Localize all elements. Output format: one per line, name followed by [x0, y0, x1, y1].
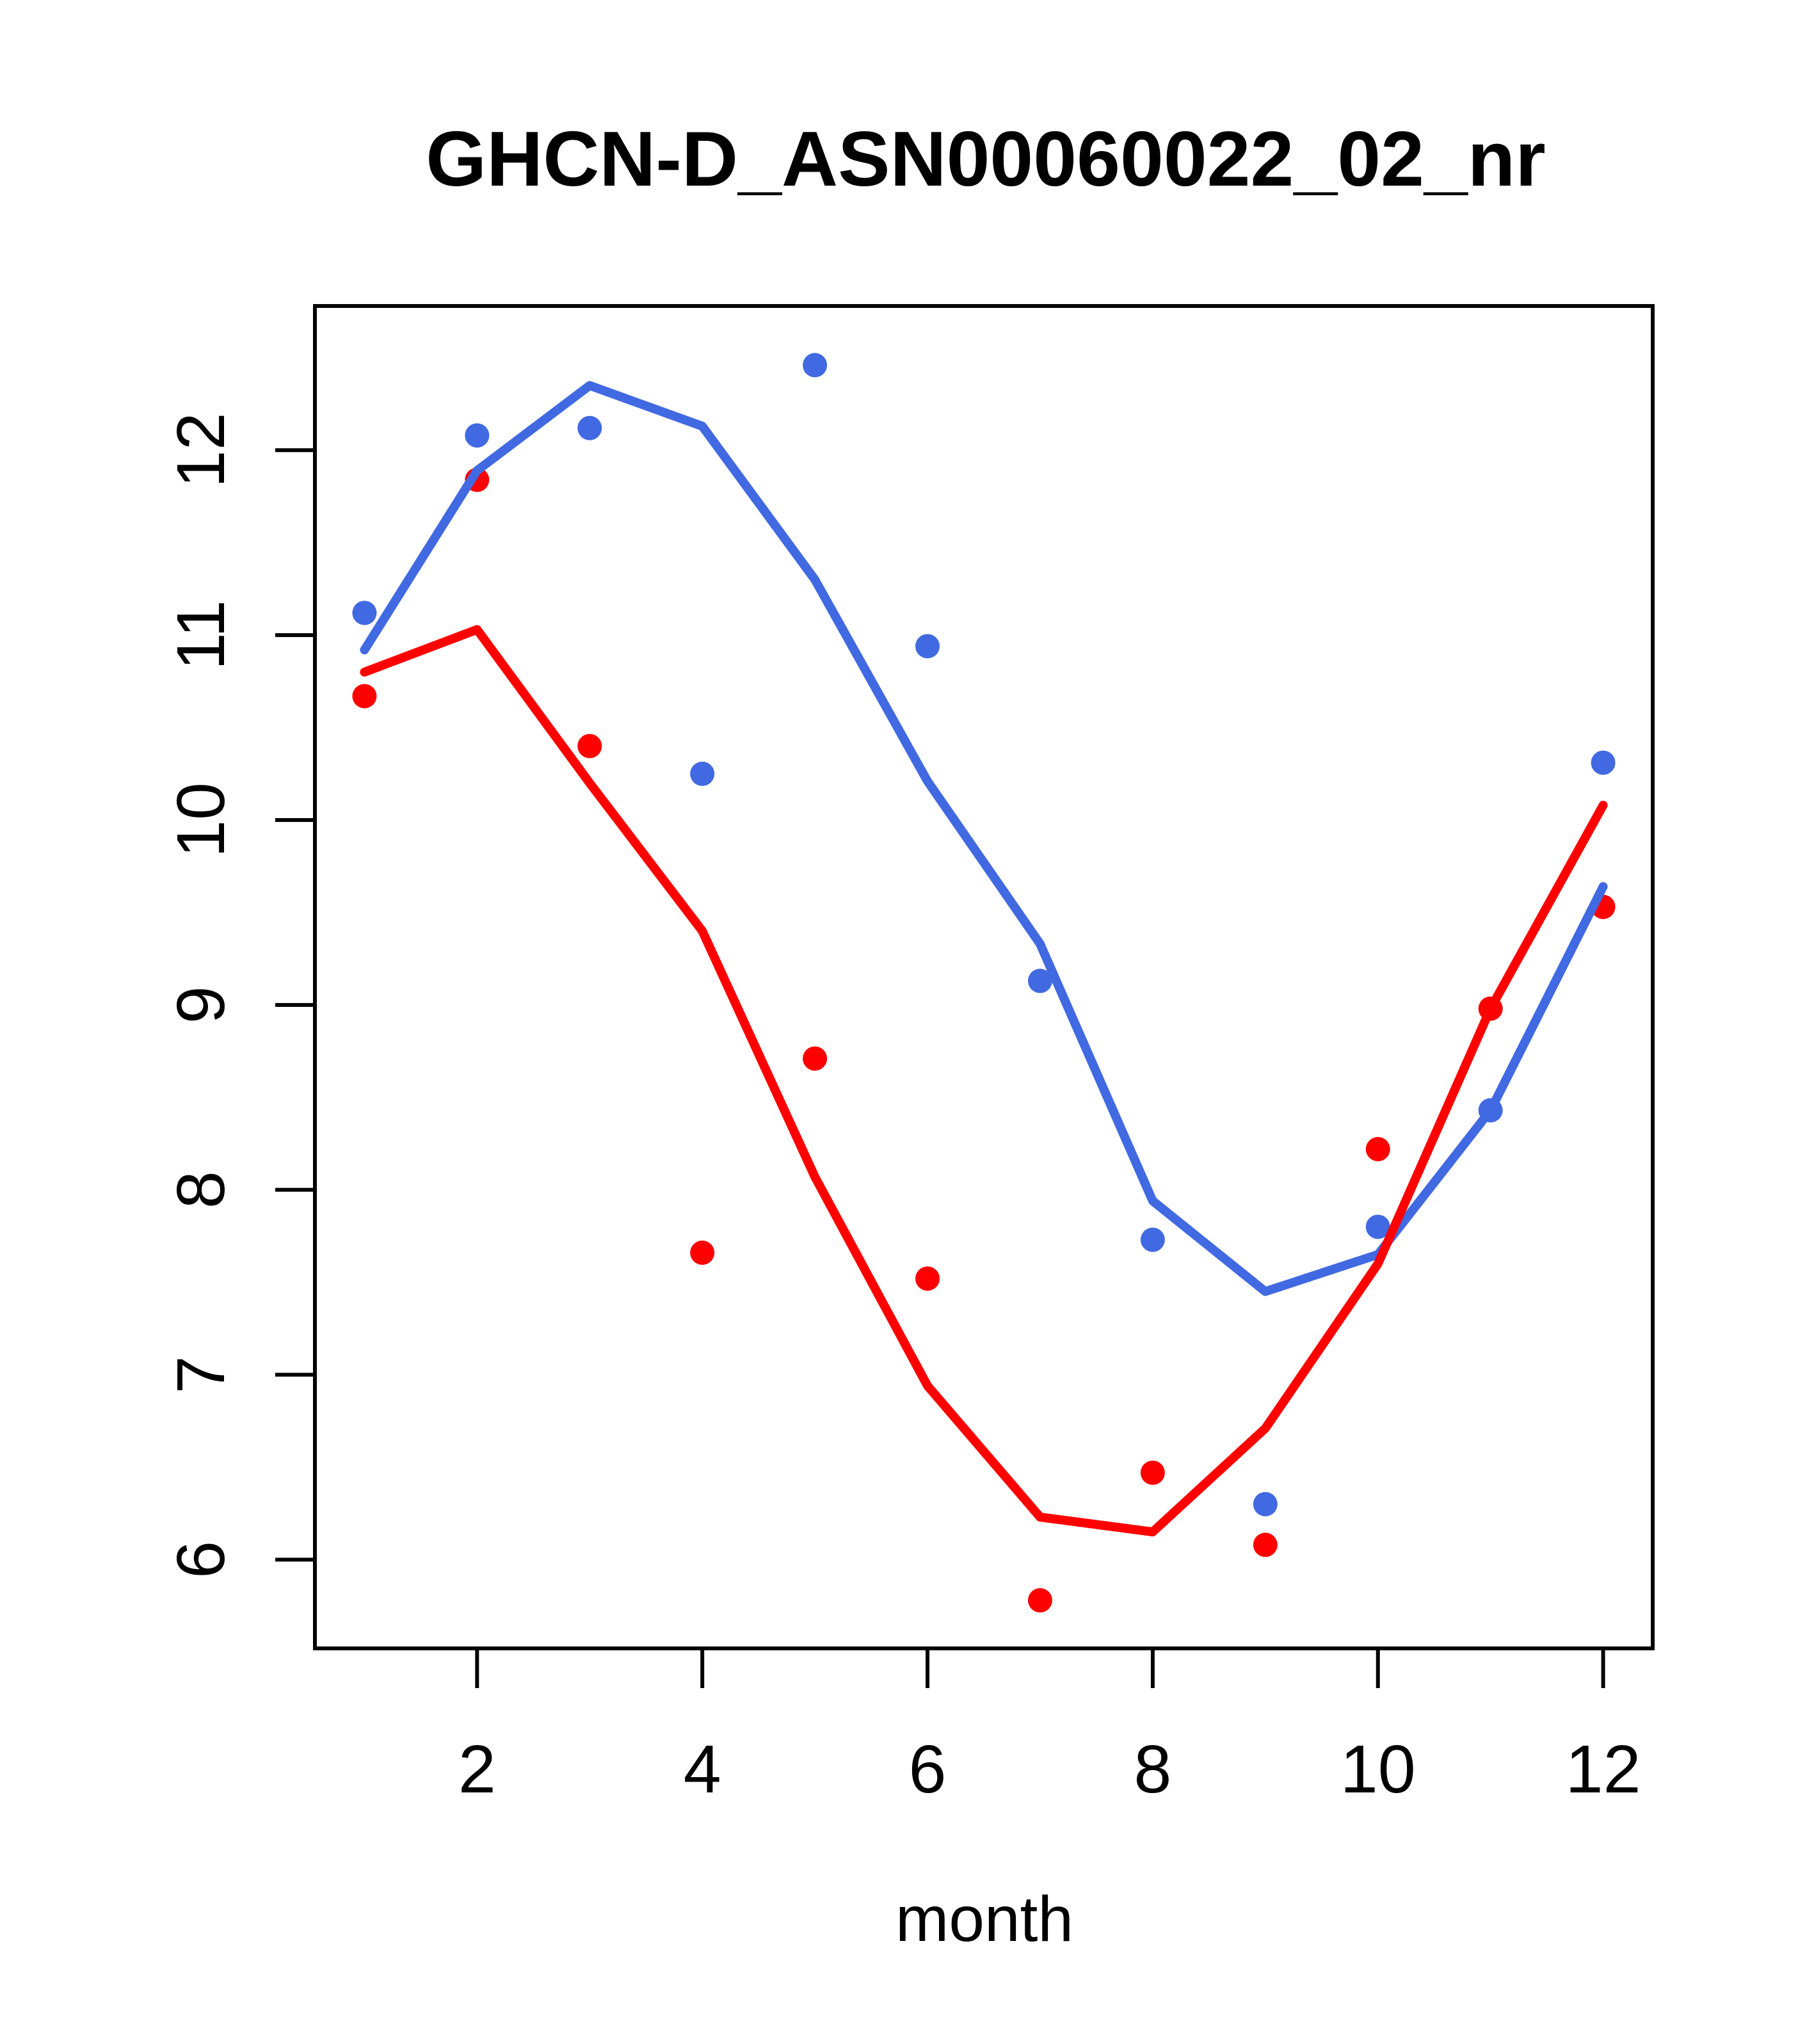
y-tick-label: 11	[163, 600, 239, 670]
x-tick-label: 2	[458, 1732, 496, 1807]
x-tick-label: 6	[909, 1732, 947, 1807]
blue-points-marker	[690, 761, 715, 786]
blue-points-marker	[1591, 750, 1616, 775]
x-tick-label: 8	[1134, 1732, 1171, 1807]
series-layer	[352, 353, 1616, 1613]
x-tick-label: 4	[684, 1732, 721, 1807]
x-axis-ticks	[475, 1648, 1605, 1688]
y-tick-label: 8	[163, 1171, 239, 1209]
red-points-marker	[915, 1266, 940, 1291]
red-points-marker	[803, 1046, 828, 1071]
red-points-marker	[352, 684, 377, 709]
y-axis-tick-labels: 6 7 8 9 10 11 12	[163, 412, 239, 1578]
red-points-marker	[690, 1240, 715, 1265]
y-tick-label: 7	[163, 1356, 239, 1394]
blue-points-marker	[1253, 1492, 1278, 1517]
red-lowess-line	[360, 625, 1608, 1537]
y-tick-label: 6	[163, 1541, 239, 1579]
red-points-marker	[577, 734, 602, 759]
y-tick-label: 12	[163, 412, 239, 488]
plot-box	[313, 304, 1655, 1650]
blue-lowess-line	[360, 381, 1608, 1296]
y-tick-label: 10	[163, 782, 239, 858]
x-axis-label: month	[895, 1883, 1073, 1955]
red-points-marker	[1027, 1588, 1052, 1613]
blue-points-marker	[352, 600, 377, 625]
blue-points-marker	[803, 353, 828, 378]
blue-points-marker	[577, 415, 602, 440]
blue-points-marker	[1027, 969, 1052, 994]
blue-points-marker	[1140, 1227, 1165, 1252]
blue-points-marker	[915, 634, 940, 659]
red-points-marker	[1253, 1533, 1278, 1557]
x-tick-label: 12	[1566, 1732, 1641, 1807]
red-points-marker	[1140, 1460, 1165, 1485]
chart-title: GHCN-D_ASN00060022_02_nr	[426, 115, 1546, 202]
blue-points-marker	[1365, 1214, 1390, 1239]
x-axis-tick-labels: 2 4 6 8 10 12	[458, 1732, 1641, 1807]
red-points-marker	[1365, 1137, 1390, 1162]
blue-points-marker	[465, 423, 490, 448]
x-tick-label: 10	[1340, 1732, 1416, 1807]
blue-points	[352, 353, 1616, 1517]
y-tick-label: 9	[163, 986, 239, 1024]
red-points	[352, 467, 1616, 1613]
y-axis-ticks	[275, 448, 315, 1562]
